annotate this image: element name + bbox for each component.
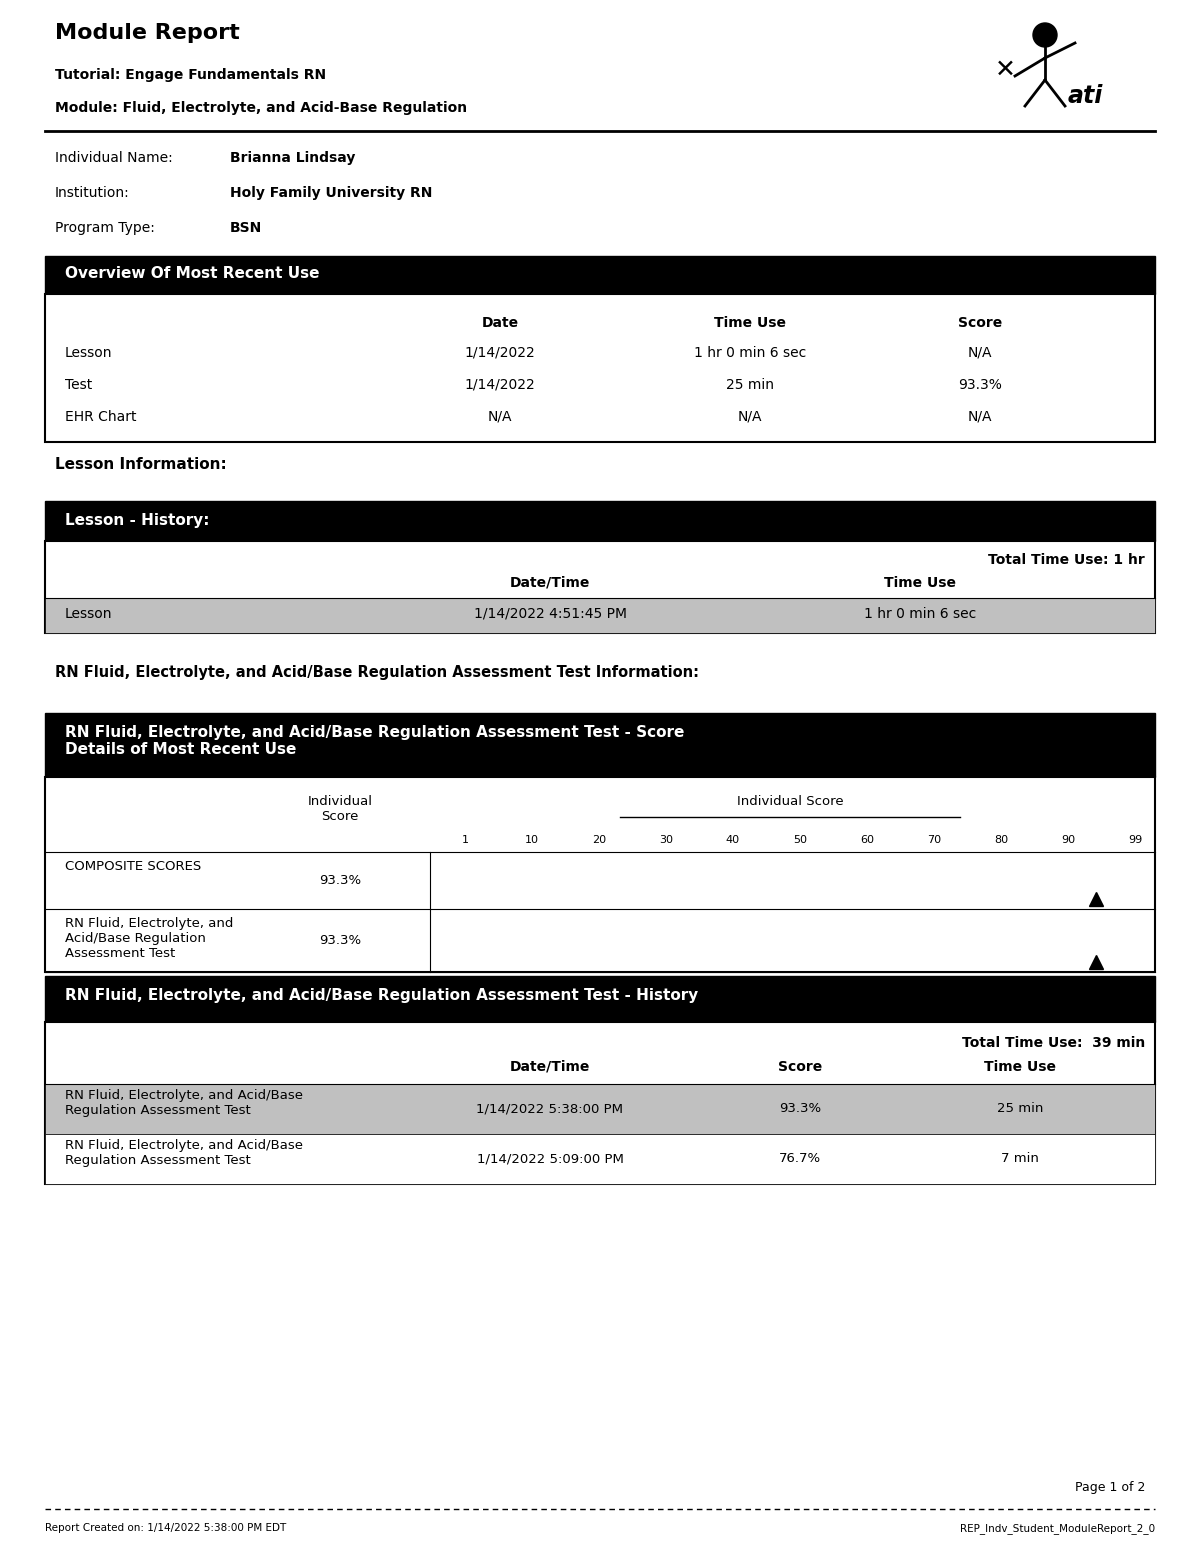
Text: 70: 70 (926, 836, 941, 845)
Text: RN Fluid, Electrolyte, and Acid/Base
Regulation Assessment Test: RN Fluid, Electrolyte, and Acid/Base Reg… (65, 1089, 302, 1117)
Text: 40: 40 (726, 836, 740, 845)
Text: 1/14/2022 4:51:45 PM: 1/14/2022 4:51:45 PM (474, 607, 626, 621)
Circle shape (1033, 23, 1057, 47)
Text: Total Time Use:  39 min: Total Time Use: 39 min (961, 1036, 1145, 1050)
Text: Date: Date (481, 315, 518, 329)
Bar (46, 1084, 1154, 1134)
Text: 93.3%: 93.3% (319, 874, 361, 887)
Text: Program Type:: Program Type: (55, 221, 155, 235)
Text: 93.3%: 93.3% (958, 377, 1002, 391)
Text: 93.3%: 93.3% (779, 1103, 821, 1115)
Text: Test: Test (65, 377, 92, 391)
Text: ✕: ✕ (995, 57, 1015, 82)
Text: 30: 30 (659, 836, 673, 845)
Text: Individual Name:: Individual Name: (55, 151, 173, 165)
Text: Page 1 of 2: Page 1 of 2 (1075, 1482, 1145, 1494)
Text: Lesson - History:: Lesson - History: (65, 514, 210, 528)
Text: 1/14/2022: 1/14/2022 (464, 377, 535, 391)
Text: 1/14/2022: 1/14/2022 (464, 346, 535, 360)
Text: Overview Of Most Recent Use: Overview Of Most Recent Use (65, 267, 319, 281)
Text: N/A: N/A (487, 410, 512, 424)
Text: 80: 80 (994, 836, 1008, 845)
Text: Module Report: Module Report (55, 23, 240, 43)
Text: Individual Score: Individual Score (737, 795, 844, 808)
Text: Report Created on: 1/14/2022 5:38:00 PM EDT: Report Created on: 1/14/2022 5:38:00 PM … (46, 1523, 287, 1533)
Text: 20: 20 (592, 836, 606, 845)
Text: Lesson: Lesson (65, 607, 113, 621)
Text: 25 min: 25 min (726, 377, 774, 391)
Text: N/A: N/A (738, 410, 762, 424)
Text: 7 min: 7 min (1001, 1152, 1039, 1165)
Text: RN Fluid, Electrolyte, and
Acid/Base Regulation
Assessment Test: RN Fluid, Electrolyte, and Acid/Base Reg… (65, 916, 233, 960)
Text: 99: 99 (1128, 836, 1142, 845)
Text: Date/Time: Date/Time (510, 1061, 590, 1075)
Text: 1/14/2022 5:09:00 PM: 1/14/2022 5:09:00 PM (476, 1152, 624, 1165)
Text: RN Fluid, Electrolyte, and Acid/Base Regulation Assessment Test Information:: RN Fluid, Electrolyte, and Acid/Base Reg… (55, 665, 698, 680)
Text: ati: ati (1068, 84, 1103, 109)
Text: Time Use: Time Use (714, 315, 786, 329)
Text: Time Use: Time Use (984, 1061, 1056, 1075)
Text: Module: Fluid, Electrolyte, and Acid-Base Regulation: Module: Fluid, Electrolyte, and Acid-Bas… (55, 101, 467, 115)
Text: 76.7%: 76.7% (779, 1152, 821, 1165)
Text: Total Time Use: 1 hr: Total Time Use: 1 hr (989, 553, 1145, 567)
Text: 93.3%: 93.3% (319, 933, 361, 947)
Bar (46, 776, 1154, 972)
Text: Lesson: Lesson (65, 346, 113, 360)
Text: 50: 50 (793, 836, 808, 845)
Bar (46, 1022, 1154, 1183)
Text: 25 min: 25 min (997, 1103, 1043, 1115)
Text: Holy Family University RN: Holy Family University RN (230, 186, 432, 200)
Text: 90: 90 (1061, 836, 1075, 845)
Bar (46, 540, 1154, 634)
Text: RN Fluid, Electrolyte, and Acid/Base
Regulation Assessment Test: RN Fluid, Electrolyte, and Acid/Base Reg… (65, 1138, 302, 1166)
Text: 1/14/2022 5:38:00 PM: 1/14/2022 5:38:00 PM (476, 1103, 624, 1115)
Text: Individual
Score: Individual Score (307, 795, 372, 823)
Bar (46, 294, 1154, 443)
Bar (46, 713, 1154, 776)
Text: 1: 1 (462, 836, 468, 845)
Text: N/A: N/A (967, 346, 992, 360)
Text: Tutorial: Engage Fundamentals RN: Tutorial: Engage Fundamentals RN (55, 68, 326, 82)
Bar (46, 975, 1154, 1022)
Text: Institution:: Institution: (55, 186, 130, 200)
Text: Score: Score (778, 1061, 822, 1075)
Text: Time Use: Time Use (884, 576, 956, 590)
Text: N/A: N/A (967, 410, 992, 424)
Text: 10: 10 (526, 836, 539, 845)
Text: 60: 60 (860, 836, 874, 845)
Bar (46, 598, 1154, 634)
Text: REP_Indv_Student_ModuleReport_2_0: REP_Indv_Student_ModuleReport_2_0 (960, 1523, 1154, 1534)
Text: Brianna Lindsay: Brianna Lindsay (230, 151, 355, 165)
Text: RN Fluid, Electrolyte, and Acid/Base Regulation Assessment Test - History: RN Fluid, Electrolyte, and Acid/Base Reg… (65, 989, 698, 1003)
Text: 1 hr 0 min 6 sec: 1 hr 0 min 6 sec (694, 346, 806, 360)
Bar (46, 502, 1154, 540)
Text: COMPOSITE SCORES: COMPOSITE SCORES (65, 860, 202, 873)
Text: EHR Chart: EHR Chart (65, 410, 137, 424)
Text: BSN: BSN (230, 221, 263, 235)
Bar (46, 1134, 1154, 1183)
Text: RN Fluid, Electrolyte, and Acid/Base Regulation Assessment Test - Score
Details : RN Fluid, Electrolyte, and Acid/Base Reg… (65, 725, 684, 758)
Text: Lesson Information:: Lesson Information: (55, 457, 227, 472)
Bar (46, 256, 1154, 294)
Text: Score: Score (958, 315, 1002, 329)
Text: Date/Time: Date/Time (510, 576, 590, 590)
Text: 1 hr 0 min 6 sec: 1 hr 0 min 6 sec (864, 607, 976, 621)
